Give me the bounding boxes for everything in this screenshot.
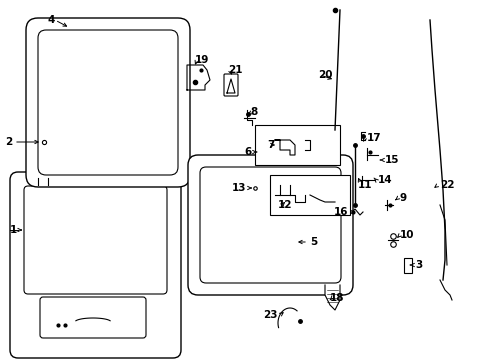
Text: 3: 3: [414, 260, 421, 270]
FancyBboxPatch shape: [224, 74, 238, 96]
FancyBboxPatch shape: [24, 186, 167, 294]
Text: 15: 15: [384, 155, 399, 165]
FancyBboxPatch shape: [10, 172, 181, 358]
Bar: [403, 258, 411, 273]
FancyBboxPatch shape: [200, 167, 340, 283]
Text: 10: 10: [399, 230, 414, 240]
Text: 2: 2: [5, 137, 12, 147]
FancyBboxPatch shape: [26, 18, 190, 187]
Text: 9: 9: [399, 193, 407, 203]
FancyBboxPatch shape: [40, 297, 146, 338]
Text: 19: 19: [195, 55, 209, 65]
Text: 21: 21: [227, 65, 242, 75]
Bar: [254, 125, 339, 165]
Bar: [269, 175, 349, 215]
Text: 16: 16: [333, 207, 347, 217]
Polygon shape: [325, 285, 339, 310]
Text: 17: 17: [366, 133, 381, 143]
Text: 23: 23: [263, 310, 278, 320]
Text: 8: 8: [249, 107, 257, 117]
Text: 11: 11: [357, 180, 372, 190]
Text: 12: 12: [278, 200, 292, 210]
Text: 18: 18: [329, 293, 344, 303]
Text: 20: 20: [317, 70, 332, 80]
Text: 1: 1: [10, 225, 17, 235]
FancyBboxPatch shape: [38, 30, 178, 175]
Text: 14: 14: [377, 175, 392, 185]
Text: 5: 5: [309, 237, 317, 247]
FancyBboxPatch shape: [187, 155, 352, 295]
Text: 4: 4: [47, 15, 54, 25]
Text: 22: 22: [439, 180, 453, 190]
Text: 7: 7: [266, 140, 274, 150]
Text: 6: 6: [244, 147, 251, 157]
Text: 13: 13: [231, 183, 245, 193]
